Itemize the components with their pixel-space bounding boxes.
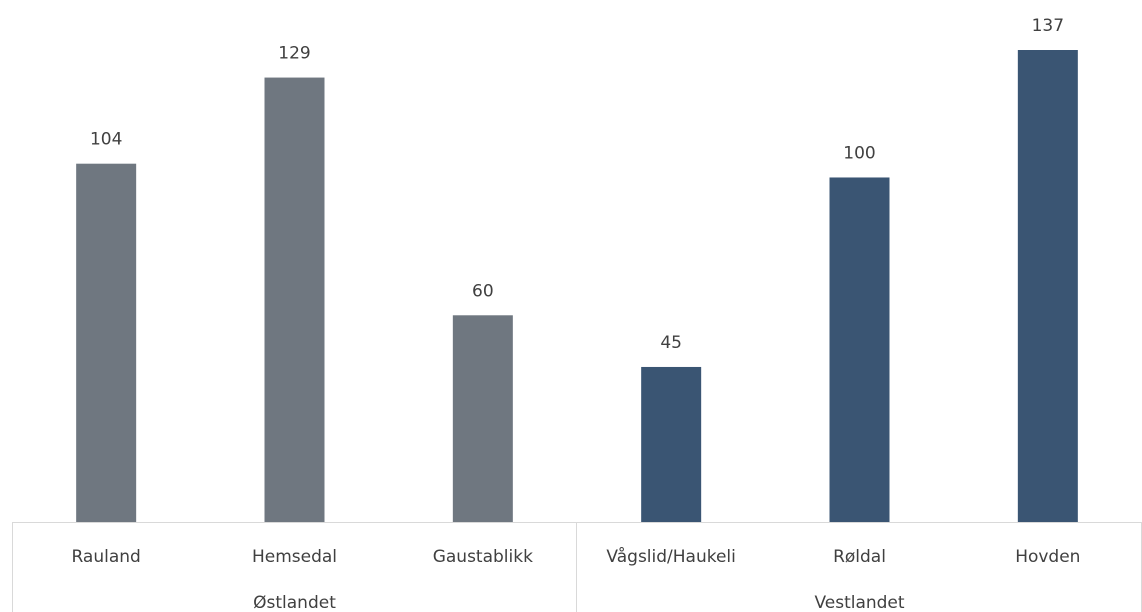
bar: [264, 77, 325, 522]
bar: [829, 177, 890, 522]
value-label: 137: [1032, 16, 1064, 36]
group-label: Vestlandet: [814, 593, 904, 612]
x-tick-label: Røldal: [833, 547, 886, 567]
bar: [641, 366, 702, 522]
x-tick-label: Hemsedal: [252, 547, 337, 567]
value-label: 104: [90, 130, 122, 150]
value-label: 60: [472, 281, 494, 301]
bar: [452, 315, 513, 522]
x-tick-label: Vågslid/Haukeli: [606, 546, 735, 567]
value-label: 100: [843, 143, 875, 163]
group-label: Østlandet: [253, 593, 336, 612]
x-tick-label: Rauland: [71, 547, 140, 567]
bar: [1017, 50, 1078, 522]
x-tick-label: Gaustablikk: [433, 547, 533, 567]
value-label: 129: [278, 44, 310, 64]
bar: [76, 163, 137, 523]
x-tick-label: Hovden: [1015, 547, 1080, 567]
value-label: 45: [660, 333, 682, 353]
